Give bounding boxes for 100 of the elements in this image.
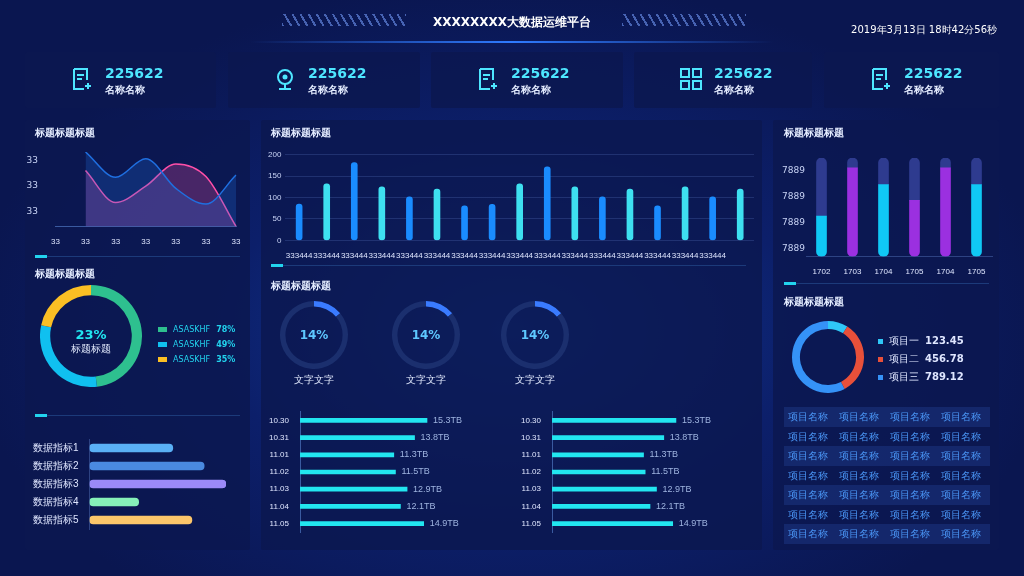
y-tick-label: 数据指标4	[33, 495, 79, 507]
bar	[909, 199, 920, 257]
data-label: 12.1TB	[656, 500, 686, 511]
chart-title: 标题标题标题	[35, 127, 95, 139]
text: 14%	[411, 327, 441, 343]
text: 标题标题	[71, 343, 111, 355]
text: 名称名称	[714, 84, 754, 96]
y-tick-label: 11.05	[521, 518, 542, 528]
bar	[940, 167, 951, 257]
text: 14%	[299, 327, 329, 343]
y-tick-label: 11.01	[269, 450, 290, 459]
data-label: 14.9TB	[678, 518, 708, 529]
y-tick-label: 数据指标1	[33, 441, 79, 453]
chart-title: 标题标题标题	[271, 280, 331, 292]
bar	[599, 196, 606, 241]
text: 225622	[714, 64, 773, 82]
data-label: 13.8TB	[669, 432, 699, 443]
text: 项目名称	[941, 430, 981, 443]
y-tick-label: 11.01	[521, 450, 542, 459]
text: 225622	[308, 64, 367, 82]
text: 14%	[520, 327, 550, 343]
chart-title: 标题标题标题	[784, 296, 844, 308]
bar	[654, 205, 661, 241]
data-label: 789.12	[925, 371, 964, 382]
bar	[709, 196, 716, 241]
bar	[300, 452, 395, 458]
text: 项目名称	[890, 450, 930, 462]
x-tick-label: 33	[201, 237, 211, 247]
y-tick-label: 10.31	[520, 432, 542, 442]
text: 7889	[782, 216, 805, 228]
x-tick-label: 1702	[812, 267, 831, 277]
text: 项目名称	[788, 489, 828, 501]
y-tick-label: 50	[272, 214, 282, 224]
x-tick-label: 333444	[478, 251, 506, 261]
x-tick-label: 1705	[967, 267, 986, 277]
y-tick-label: 11.04	[269, 501, 290, 511]
bar	[406, 196, 413, 241]
data-label: 11.3TB	[649, 449, 678, 460]
text: 项目名称	[941, 508, 981, 521]
y-tick-label: 150	[267, 171, 282, 181]
data-label: 15.3TB	[681, 414, 711, 425]
bar	[909, 158, 920, 201]
text: 项目名称	[788, 528, 828, 540]
text: 项目名称	[839, 450, 879, 462]
data-label: 11.5TB	[401, 466, 430, 477]
text: 23%	[75, 327, 107, 343]
data-label: 11.3TB	[399, 449, 429, 460]
chart-title: 标题标题标题	[35, 268, 95, 280]
text: 225622	[511, 64, 570, 82]
bar	[89, 443, 174, 453]
text: 名称名称	[904, 84, 944, 96]
text: 项目名称	[788, 508, 828, 521]
x-tick-label: 333444	[699, 251, 727, 261]
y-tick-label: 11.02	[521, 467, 542, 477]
x-tick-label: 333444	[644, 251, 672, 261]
x-tick-label: 333444	[396, 251, 424, 261]
x-tick-label: 1705	[905, 267, 924, 277]
data-label: 49%	[216, 340, 236, 349]
text: 7889	[782, 164, 805, 176]
bar	[816, 215, 827, 257]
text: 名称名称	[511, 84, 551, 96]
x-tick-label: 333444	[451, 251, 479, 261]
data-label: 11.5TB	[651, 466, 680, 477]
bar	[295, 203, 303, 241]
bar	[433, 188, 441, 241]
text: 名称名称	[308, 84, 348, 96]
bar	[571, 186, 579, 241]
text: 项目名称	[890, 411, 930, 423]
text: 项目名称	[890, 430, 930, 443]
data-label: 456.78	[925, 353, 964, 364]
bar	[552, 418, 677, 423]
bar	[488, 204, 496, 241]
y-tick-label: 数据指标2	[33, 459, 79, 471]
data-label: 14.9TB	[429, 518, 459, 529]
text: 项目名称	[788, 411, 828, 423]
y-tick-label: 11.04	[521, 501, 542, 511]
bar	[878, 184, 889, 257]
text: 项目名称	[941, 411, 981, 423]
bar	[89, 461, 205, 471]
bar	[89, 497, 140, 507]
y-tick-label: 10.30	[520, 415, 542, 425]
data-label: 123.45	[925, 335, 964, 346]
data-label: 12.9TB	[413, 483, 443, 494]
x-tick-label: 333444	[671, 251, 699, 261]
bar	[350, 162, 358, 241]
text: 项目名称	[839, 528, 879, 540]
legend-label: ASASKHF	[173, 340, 211, 349]
bar	[971, 184, 982, 257]
bar	[736, 188, 744, 241]
text: 项目名称	[890, 489, 930, 501]
text: 225622	[105, 64, 164, 82]
x-tick-label: 333444	[340, 251, 369, 261]
text: 项目名称	[890, 469, 930, 482]
text: 名称名称	[105, 84, 145, 96]
legend-label: ASASKHF	[173, 325, 211, 334]
x-tick-label: 333444	[285, 251, 314, 261]
bar	[323, 183, 331, 241]
x-tick-label: 1703	[843, 267, 862, 277]
text: 项目名称	[839, 430, 879, 443]
text: 文字文字	[294, 374, 334, 386]
